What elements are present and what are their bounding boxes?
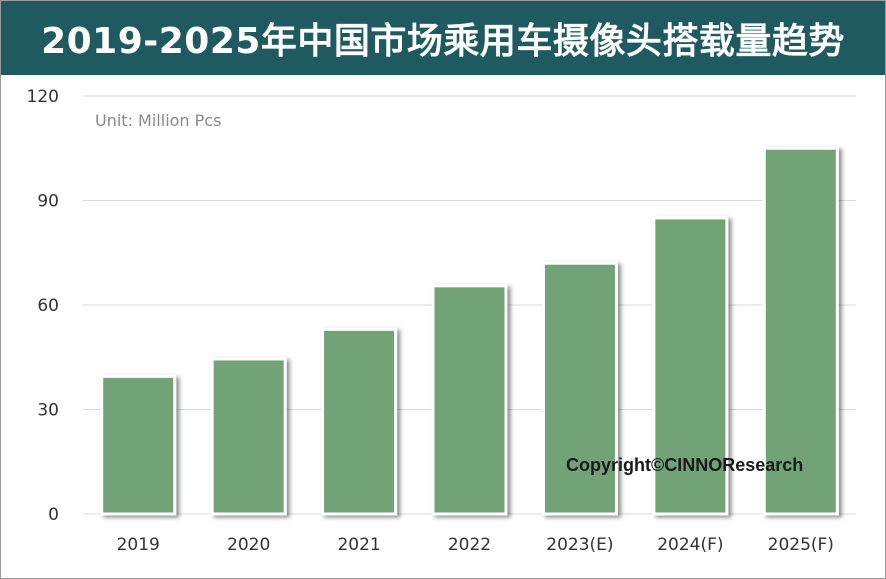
bar-2023(E) (541, 261, 618, 516)
bar-2022 (431, 284, 508, 516)
y-tick-label: 30 (37, 401, 59, 421)
x-tick-label: 2022 (448, 535, 491, 555)
bar-2021 (321, 327, 398, 516)
unit-label: Unit: Million Pcs (95, 111, 221, 130)
x-tick-label: 2021 (337, 535, 380, 555)
y-tick-label: 60 (37, 296, 59, 316)
bar-2025(F) (762, 146, 839, 516)
x-tick-label: 2020 (227, 535, 270, 555)
bar-2024(F) (652, 216, 729, 516)
y-tick-label: 90 (37, 192, 59, 212)
x-tick-label: 2019 (117, 535, 160, 555)
title-bar: 2019-2025年中国市场乘用车摄像头搭载量趋势 (1, 1, 885, 75)
y-tick-label: 120 (27, 87, 59, 107)
y-axis-ticks: 0 30 60 90 120 (27, 87, 59, 525)
y-tick-label: 0 (48, 505, 59, 525)
chart-title: 2019-2025年中国市场乘用车摄像头搭载量趋势 (41, 21, 845, 62)
copyright-watermark: Copyright©CINNOResearch (566, 455, 803, 475)
bar-2020 (210, 357, 287, 516)
x-tick-label: 2024(F) (657, 535, 723, 555)
bar-2019 (100, 374, 177, 516)
x-tick-label: 2023(E) (546, 535, 613, 555)
bars (100, 146, 839, 516)
x-axis-ticks: 2019 2020 2021 2022 2023(E) 2024(F) 2025(F) (117, 535, 834, 555)
x-tick-label: 2025(F) (768, 535, 834, 555)
